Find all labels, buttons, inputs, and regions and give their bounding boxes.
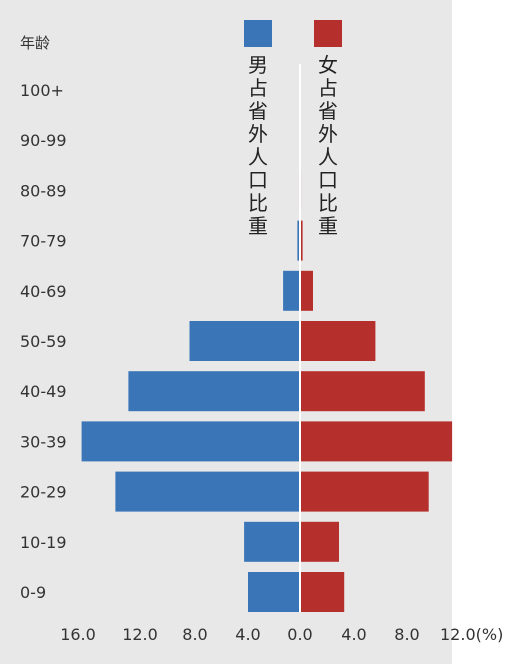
- female-bar-0-9: [300, 572, 345, 612]
- y-tick-label: 70-79: [20, 232, 67, 251]
- female-bar-40-49: [300, 371, 425, 412]
- female-bar-10-19: [300, 521, 339, 562]
- female-bar-30-39: [300, 421, 453, 462]
- x-tick-label: 4.0: [341, 625, 366, 644]
- x-tick-labels: 16.0 12.0 8.0 4.0 0.0 4.0 8.0 12.0(%): [60, 625, 503, 644]
- y-tick-label: 40-49: [20, 382, 67, 401]
- x-tick-label: 8.0: [394, 625, 419, 644]
- male-bar-40-49: [128, 371, 300, 412]
- female-bar-40-69: [300, 270, 313, 311]
- male-bar-10-19: [244, 521, 300, 562]
- x-tick-label: 4.0: [235, 625, 260, 644]
- y-tick-labels: 0-9 10-19 20-29 30-39 40-49 50-59 40-69 70-79 80…: [20, 81, 67, 602]
- y-tick-label: 0-9: [20, 583, 46, 602]
- male-bar-0-9: [248, 572, 300, 612]
- x-tick-label: 12.0: [122, 625, 158, 644]
- y-tick-label: 10-19: [20, 533, 67, 552]
- y-tick-label: 100+: [20, 81, 64, 100]
- x-tick-label: 16.0: [60, 625, 96, 644]
- female-legend-label: 女占省外人口比重: [318, 53, 338, 238]
- female-bar-20-29: [300, 471, 429, 512]
- bars-layer: [81, 70, 453, 612]
- male-bar-30-39: [81, 421, 300, 462]
- female-legend-swatch: [314, 20, 342, 47]
- female-bar-70-79: [300, 220, 303, 261]
- x-tick-label: 12.0(%): [440, 625, 503, 644]
- y-tick-label: 20-29: [20, 483, 67, 502]
- male-legend-swatch: [244, 20, 272, 47]
- y-axis-title: 年龄: [20, 34, 50, 52]
- x-tick-label: 8.0: [182, 625, 207, 644]
- y-tick-label: 90-99: [20, 131, 67, 150]
- y-tick-label: 80-89: [20, 181, 67, 200]
- male-bar-70-79: [297, 220, 300, 261]
- male-bar-50-59: [189, 321, 300, 361]
- x-tick-label: 0.0: [287, 625, 312, 644]
- male-legend-label: 男占省外人口比重: [248, 53, 268, 238]
- female-bar-50-59: [300, 321, 376, 361]
- y-tick-label: 30-39: [20, 432, 67, 451]
- male-bar-20-29: [115, 471, 301, 512]
- legend: 男占省外人口比重 女占省外人口比重: [244, 20, 342, 238]
- y-tick-label: 40-69: [20, 282, 67, 301]
- male-bar-40-69: [283, 270, 300, 311]
- y-tick-label: 50-59: [20, 332, 67, 351]
